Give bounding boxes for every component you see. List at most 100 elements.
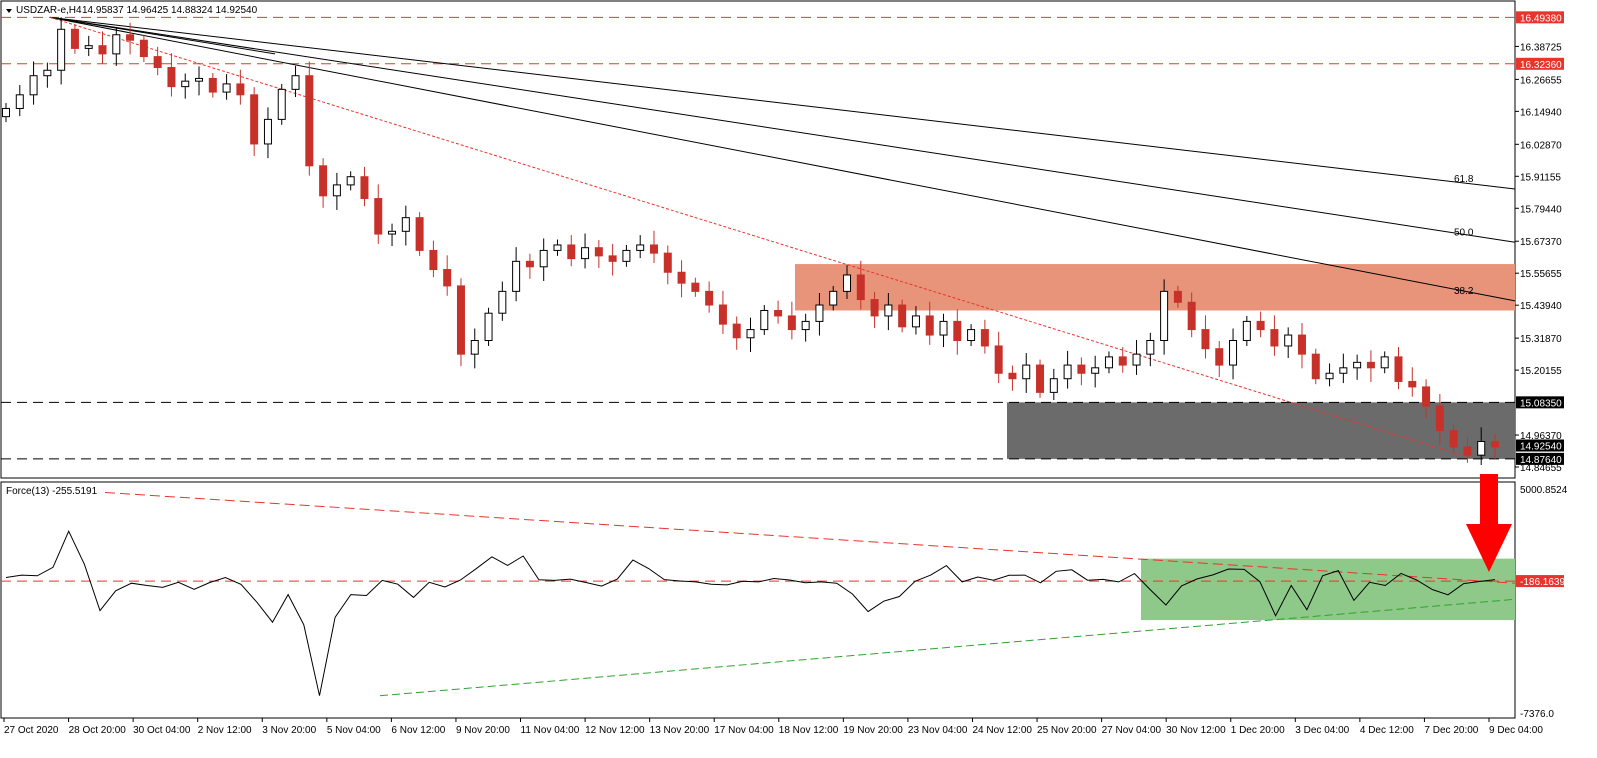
time-axis-label: 13 Nov 20:00 [650,725,710,736]
candle-body [456,285,465,355]
candle-body [112,34,121,55]
candle-body [388,230,397,235]
candle-body [622,249,631,262]
candle-body [43,69,52,77]
price-axis-tick-label: 16.26655 [1520,75,1562,86]
candle-body [1311,353,1320,380]
candle-body [1173,290,1182,303]
fib-fan-label-1: 50.0 [1454,227,1474,238]
price-level-badge-text: 16.32360 [1520,60,1562,71]
candle-body [208,77,217,93]
candle-body [429,249,438,271]
price-axis-tick-label: 16.14940 [1520,107,1562,118]
candle-body [277,88,286,120]
candle-body [139,39,148,58]
candle-body [470,340,479,355]
candle-body [1160,290,1169,342]
candle-body [1491,441,1499,448]
candle-body [691,282,700,292]
candle-body [84,45,93,49]
price-axis-tick-label: 16.38725 [1520,42,1562,53]
fib-fan-line-3 [49,16,276,55]
price-axis-tick-label: 15.31870 [1520,334,1562,345]
time-axis-label: 30 Nov 12:00 [1166,725,1226,736]
price-level-badge [1516,396,1564,409]
candle-body [1325,372,1334,380]
time-axis-label: 6 Nov 12:00 [391,725,445,736]
candle-body [815,304,824,322]
candle-body [1339,367,1348,374]
time-axis-label: 18 Nov 12:00 [779,725,839,736]
candle-body [1132,353,1141,366]
candle-body [167,67,176,88]
price-level-badge [1516,452,1564,465]
candle-body [967,329,976,342]
candle-body [1036,364,1045,393]
candle-body [829,290,838,306]
price-axis-tick-label: 15.91155 [1520,172,1561,183]
price-axis-tick-label: 14.96370 [1520,431,1562,442]
candle-body [70,28,79,49]
time-axis-label: 30 Oct 04:00 [133,725,191,736]
candle-body [1077,364,1086,374]
candle-body [195,77,204,82]
price-level-badge-text: 16.49380 [1520,13,1562,24]
support-zone [1007,402,1515,459]
candle-body [153,56,162,69]
price-panel-frame [0,0,1516,479]
candle-body [1215,348,1224,366]
price-axis-tick-label: 15.55655 [1520,269,1562,280]
candle-body [870,299,879,317]
time-axis-label: 3 Nov 20:00 [262,725,316,736]
candle-body [1022,364,1031,380]
candle-body [1353,361,1362,369]
time-axis-label: 1 Dec 20:00 [1231,725,1285,736]
time-axis-label: 5 Nov 04:00 [327,725,381,736]
candle-body [305,75,314,167]
force-indicator-title: Force(13) -255.5191 [6,486,98,497]
candle-body [939,320,948,336]
candle-body [1187,301,1196,331]
candle-body [884,304,893,317]
candle-body [374,198,383,235]
symbol-collapse-icon[interactable] [6,9,12,13]
candle-body [801,320,810,331]
candle-body [1229,340,1238,366]
candle-body [181,80,190,88]
candle-body [498,290,507,314]
candle-body [1449,430,1458,448]
candle-body [677,271,686,284]
candle-body [705,290,714,306]
time-axis-label: 25 Nov 20:00 [1037,725,1097,736]
price-axis-tick-label: 16.02870 [1520,140,1562,151]
candle-body [57,28,66,71]
candle-body [1477,441,1486,456]
force-support-trendline [379,598,1516,697]
time-axis-label: 19 Nov 20:00 [843,725,903,736]
time-axis-label: 3 Dec 04:00 [1295,725,1349,736]
candle-body [2,107,10,118]
candle-body [512,260,521,292]
candle-body [236,83,245,96]
candle-body [1104,356,1113,369]
candle-body [1297,334,1306,355]
candle-body [594,247,603,257]
price-level-badge-text: 15.08350 [1520,398,1562,409]
time-axis-label: 24 Nov 12:00 [972,725,1032,736]
resistance-zone [795,264,1515,311]
force-level-badge [1516,575,1564,588]
candle-body [774,309,783,317]
candle-body [1091,367,1100,374]
time-axis-label: 27 Nov 04:00 [1102,725,1162,736]
time-axis-label: 9 Nov 20:00 [456,725,510,736]
fib-fan-line-1 [49,16,1516,243]
time-axis-label: 12 Nov 12:00 [585,725,645,736]
price-axis-tick-label: 15.43940 [1520,301,1562,312]
price-level-badge [1516,11,1564,24]
price-level-badge [1516,439,1564,452]
candle-body [1008,372,1017,380]
candle-body [787,315,796,331]
time-axis-label: 2 Nov 12:00 [198,725,252,736]
